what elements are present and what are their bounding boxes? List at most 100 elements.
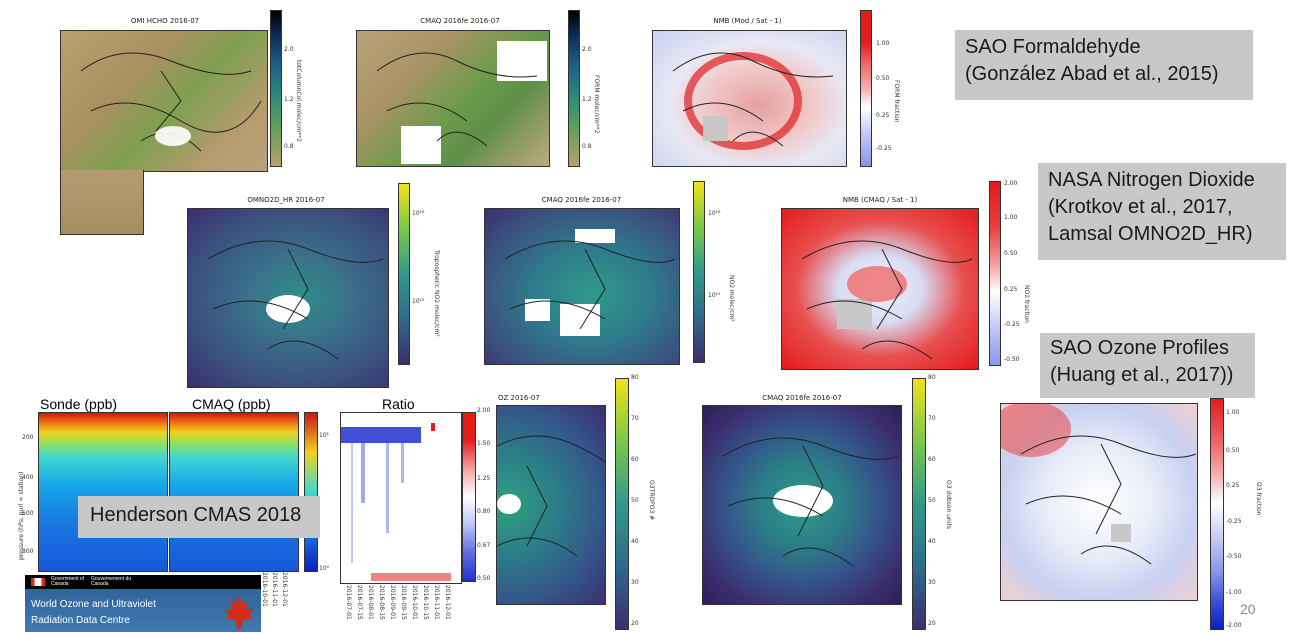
coastline-overlay xyxy=(672,52,834,150)
colorbar-label: FORM molec/cm**2 xyxy=(593,75,600,134)
coastline-overlay xyxy=(801,240,973,360)
sonde-heatmap xyxy=(38,412,168,572)
note-citation: Lamsal OMNO2D_HR) xyxy=(1048,223,1253,245)
tick-label: 60 xyxy=(631,456,639,463)
tick-label: 10¹⁵ xyxy=(412,298,425,305)
tick-label: 2.00 xyxy=(477,407,491,414)
gov-fr-text: Gouvernement du Canada xyxy=(91,576,132,587)
tick-label: 1.2 xyxy=(582,96,592,103)
tick-label: 0.80 xyxy=(477,508,491,515)
tick-label: 10¹⁵ xyxy=(708,292,721,299)
no2-note: NASA Nitrogen Dioxide (Krotkov et al., 2… xyxy=(1038,163,1286,260)
y-tick: 200 xyxy=(22,434,34,441)
x-tick: 2016-11-01 xyxy=(271,572,278,607)
panel-title: OMNO2D_HR 2016-07 xyxy=(247,196,325,204)
omi-hcho-map-lower xyxy=(60,170,144,235)
colorbar-label: NO2 fraction xyxy=(1023,285,1030,323)
gov-en-text: Government of Canada xyxy=(51,576,85,587)
nmb-hcho-map xyxy=(652,30,847,167)
tick-label: -0.25 xyxy=(1226,518,1242,525)
x-tick: 2016-08-15 xyxy=(378,585,385,620)
sonde-title: Sonde (ppb) xyxy=(40,396,118,412)
tick-label: 0.50 xyxy=(1226,447,1240,454)
tick-label: 30 xyxy=(928,579,936,586)
ratio-marks xyxy=(341,423,451,581)
colorbar xyxy=(1210,398,1224,630)
colorbar xyxy=(912,378,926,630)
y-tick: 400 xyxy=(22,474,34,481)
y-tick: 600 xyxy=(22,510,34,517)
tick-label: 70 xyxy=(631,415,639,422)
tick-label: 1.2 xyxy=(284,96,294,103)
colorbar xyxy=(462,412,476,582)
note-citation: (Huang et al., 2017)) xyxy=(1050,364,1234,386)
tick-label: 1.25 xyxy=(477,475,491,482)
tick-label: 80 xyxy=(631,374,639,381)
coastline-overlay xyxy=(504,229,676,336)
o3-note: SAO Ozone Profiles (Huang et al., 2017)) xyxy=(1040,333,1255,398)
x-tick: 2016-07-01 xyxy=(345,585,352,620)
x-tick: 2016-09-15 xyxy=(400,585,407,620)
tick-label: 20 xyxy=(928,620,936,627)
coastline-overlay xyxy=(207,240,384,360)
tick-label: -2.00 xyxy=(1226,622,1242,629)
panel-title: OMI HCHO 2016-07 xyxy=(130,17,200,25)
tick-label: 1.50 xyxy=(477,440,491,447)
cmaq-no2-map xyxy=(484,208,680,365)
tick-label: 0.50 xyxy=(1004,250,1018,257)
tick-label: 0.25 xyxy=(1226,482,1240,489)
tick-label: 80 xyxy=(928,374,936,381)
colorbar xyxy=(304,412,318,572)
colorbar xyxy=(615,378,629,630)
tick-label: -0.50 xyxy=(1226,553,1242,560)
tick-label: 0.8 xyxy=(284,143,294,150)
tick-label: 2.00 xyxy=(1004,180,1018,187)
omno2d-map xyxy=(187,208,389,388)
note-title: SAO Ozone Profiles xyxy=(1050,337,1229,359)
tick-label: 0.67 xyxy=(477,542,491,549)
colorbar-label: O3TROPO3 # xyxy=(648,480,655,521)
x-tick: 2016-09-01 xyxy=(389,585,396,620)
colorbar xyxy=(989,181,1001,366)
note-title: NASA Nitrogen Dioxide xyxy=(1048,169,1255,191)
colorbar-label: totColumnCol molec/cm**2 xyxy=(295,60,302,142)
panel-title: NMB (CMAQ / Sat - 1) xyxy=(842,196,918,204)
colorbar xyxy=(398,183,410,365)
x-tick: 2016-12-01 xyxy=(444,585,451,620)
tick-label: 10¹ xyxy=(319,432,330,439)
x-tick: 2016-07-15 xyxy=(356,585,363,620)
henderson-note: Henderson CMAS 2018 xyxy=(78,496,320,538)
tick-label: 70 xyxy=(928,415,936,422)
tick-label: 50 xyxy=(631,497,639,504)
tick-label: 0.50 xyxy=(477,575,491,582)
nmb-no2-map xyxy=(781,208,979,370)
page-number: 20 xyxy=(1240,601,1256,617)
tick-label: 0.50 xyxy=(876,75,890,82)
panel-title: OZ 2016-07 xyxy=(498,394,540,402)
tick-label: 1.00 xyxy=(876,40,890,47)
y-axis-label: pressure (hPa, purl = station) xyxy=(18,471,25,560)
tick-label: 0.25 xyxy=(876,112,890,119)
note-citation: (Krotkov et al., 2017, xyxy=(1048,196,1233,218)
tick-label: -0.25 xyxy=(1004,321,1020,328)
cmaq-profile-title: CMAQ (ppb) xyxy=(192,396,271,412)
tick-label: 40 xyxy=(631,538,639,545)
colorbar xyxy=(270,10,282,167)
tick-label: 10¹⁶ xyxy=(708,210,721,217)
x-tick: 2016-10-15 xyxy=(422,585,429,620)
colorbar-label: FORM fraction xyxy=(893,80,900,123)
panel-title: NMB (Mod / Sat - 1) xyxy=(713,17,782,25)
note-citation: (González Abad et al., 2015) xyxy=(965,63,1219,85)
o3-ratio-map xyxy=(1000,403,1198,601)
coastline-overlay xyxy=(722,437,899,567)
tick-label: 10⁰ xyxy=(319,565,330,572)
maple-leaf-icon xyxy=(224,595,254,629)
note-title: SAO Formaldehyde xyxy=(965,36,1141,58)
tick-label: 20 xyxy=(631,620,639,627)
x-tick: 2016-08-01 xyxy=(367,585,374,620)
tick-label: 0.25 xyxy=(1004,286,1018,293)
coastline-overlay xyxy=(376,41,547,164)
colorbar xyxy=(693,181,705,363)
coastline-overlay xyxy=(80,52,262,152)
y-tick: 800 xyxy=(22,548,34,555)
